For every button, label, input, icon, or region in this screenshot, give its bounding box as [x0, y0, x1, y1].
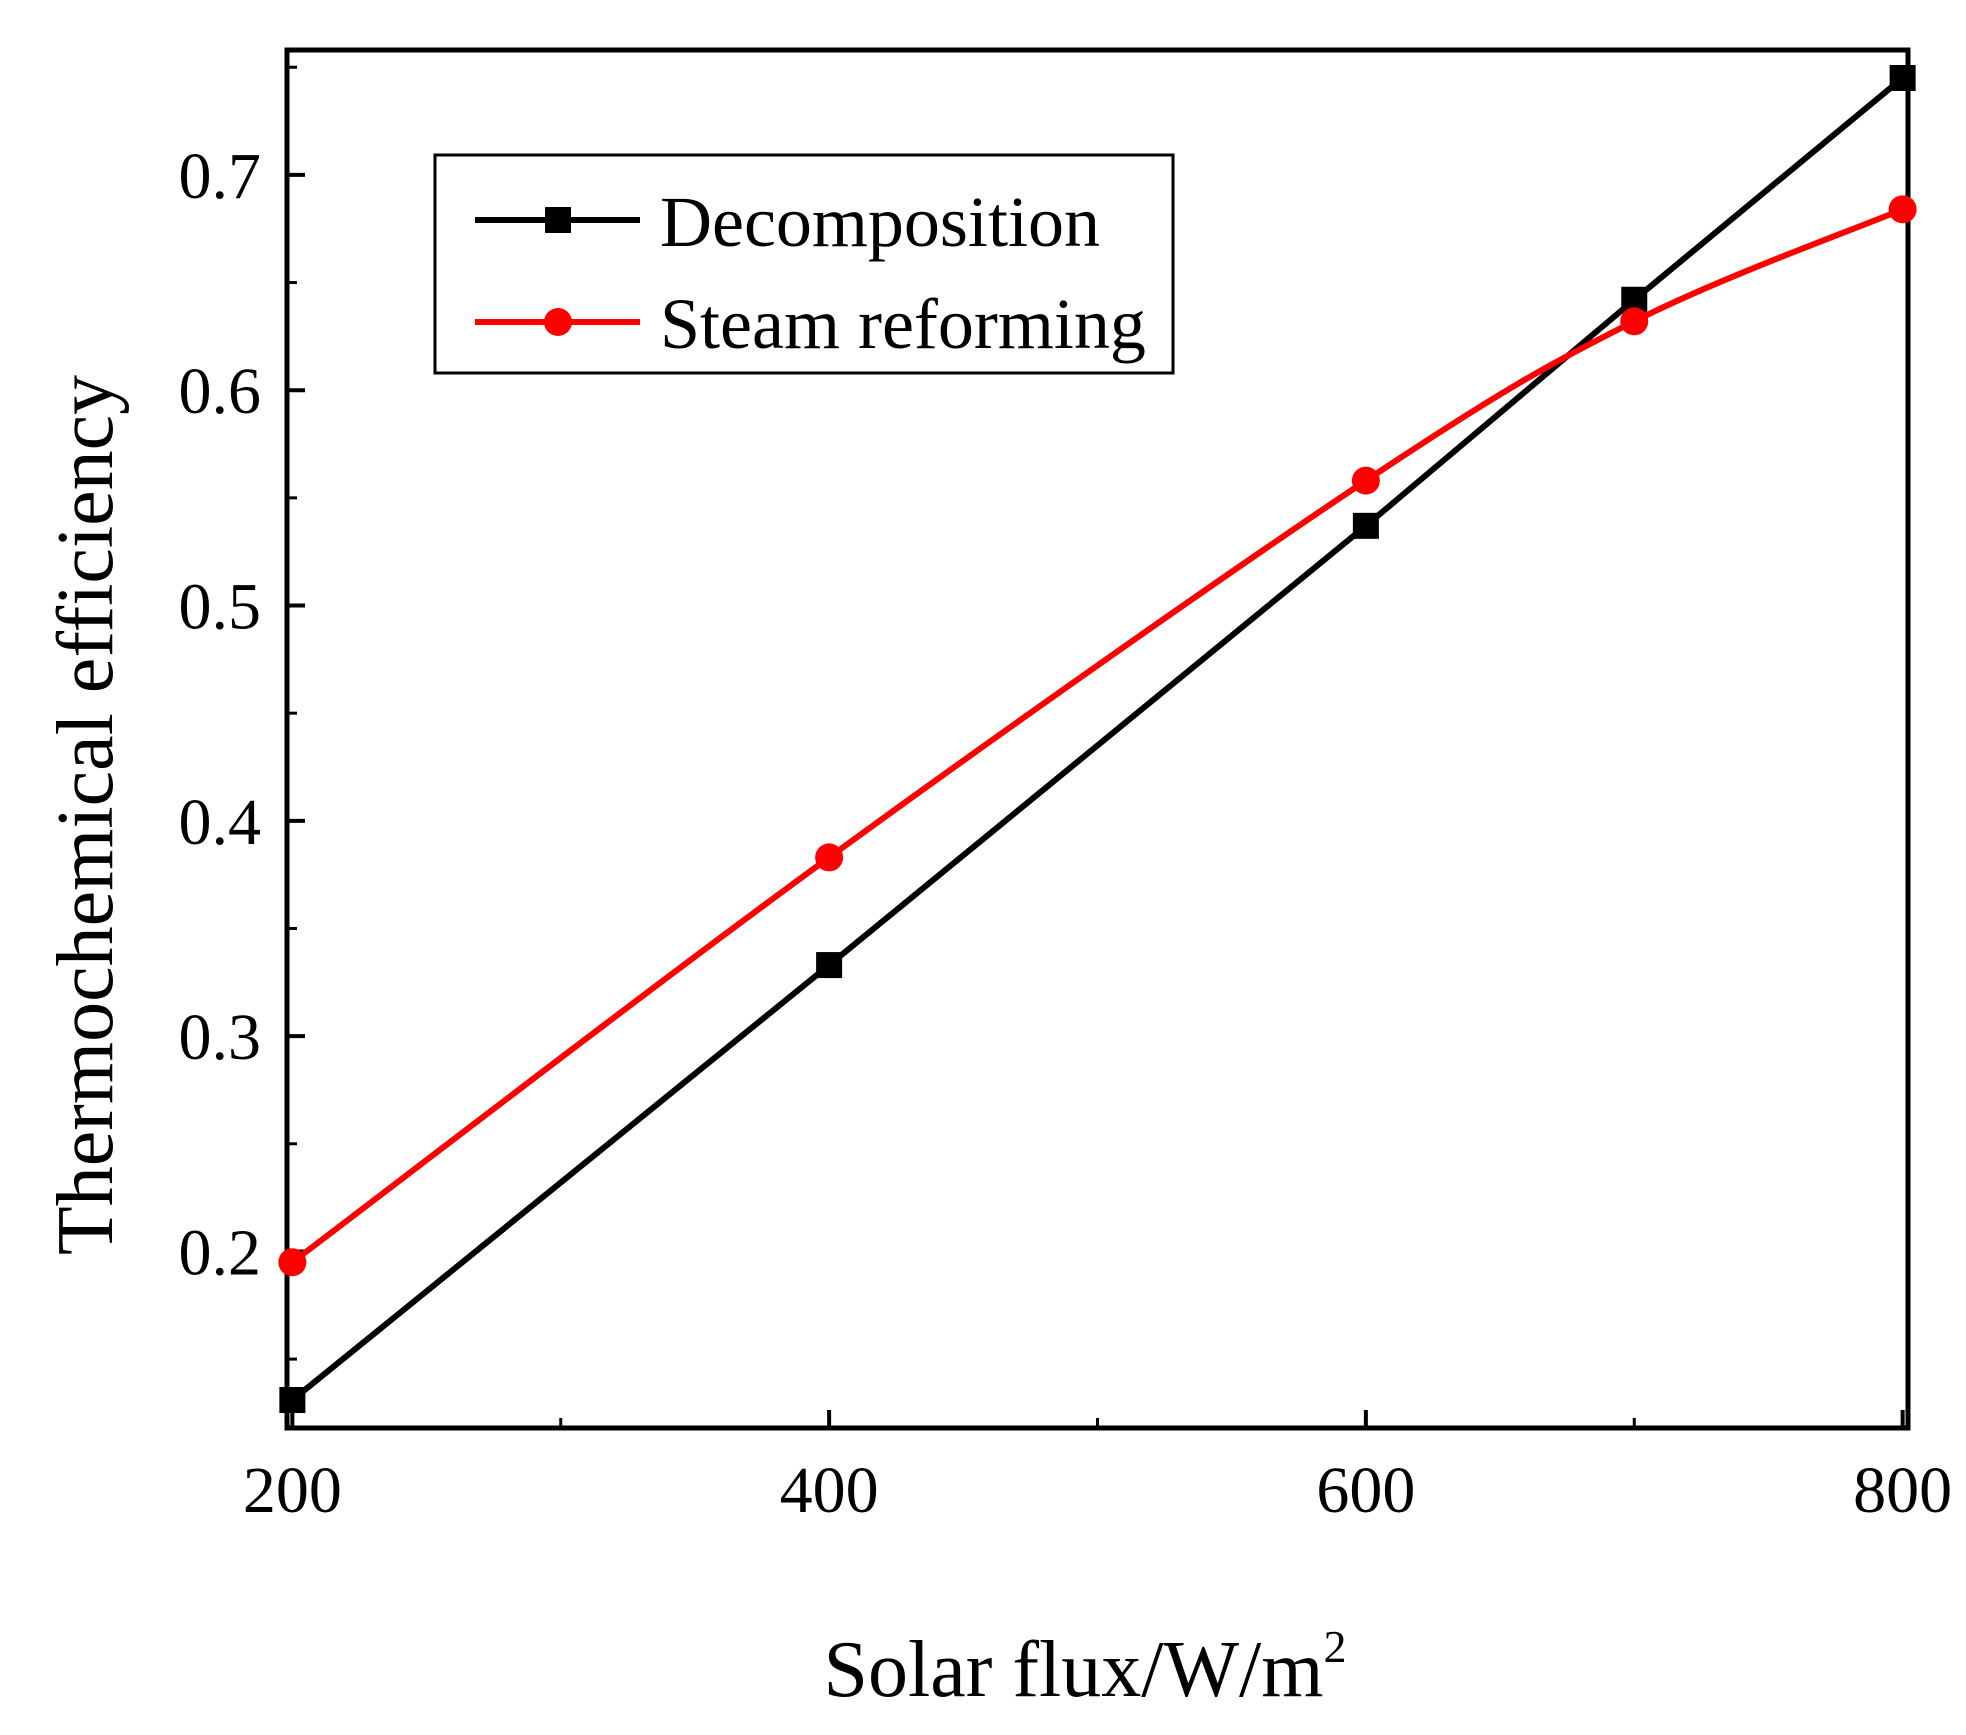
data-point-decomposition-600	[1352, 512, 1379, 539]
data-point-decomposition-800	[1889, 64, 1916, 91]
y-tick-label-0-3: 0.3	[179, 1001, 262, 1074]
legend: Decomposition Steam reforming	[433, 153, 1175, 375]
x-axis-title-superscript: 2	[1323, 1621, 1346, 1672]
legend-marker-decomposition	[545, 207, 571, 233]
series-layer	[278, 64, 1917, 1414]
series-line-steam-reforming	[290, 206, 1904, 1265]
x-axis-title: Solar flux/W/m2	[824, 1621, 1347, 1714]
y-axis-title: Thermochemical efficiency	[42, 375, 130, 1255]
data-point-steam-reforming-200	[278, 1248, 307, 1277]
x-axis-title-text: Solar flux/W/m	[824, 1626, 1324, 1714]
legend-label-steam-reforming: Steam reforming	[660, 284, 1146, 364]
y-tick-label-0-7: 0.7	[179, 140, 262, 213]
data-point-steam-reforming-400	[815, 843, 844, 872]
y-axis: 0.2 0.3 0.4 0.5 0.6 0.7	[179, 65, 305, 1361]
y-tick-label-0-2: 0.2	[179, 1216, 262, 1289]
y-tick-label-0-4: 0.4	[179, 786, 262, 859]
legend-marker-steam-reforming	[544, 308, 572, 336]
legend-label-decomposition: Decomposition	[660, 182, 1100, 262]
legend-box	[433, 153, 1175, 375]
x-tick-label-600: 600	[1316, 1454, 1415, 1527]
data-point-steam-reforming-700	[1620, 307, 1649, 336]
data-point-decomposition-200	[279, 1387, 306, 1414]
x-tick-label-400: 400	[780, 1454, 879, 1527]
x-tick-label-200: 200	[243, 1454, 342, 1527]
x-tick-label-800: 800	[1853, 1454, 1952, 1527]
data-point-steam-reforming-600	[1351, 466, 1380, 495]
y-tick-label-0-5: 0.5	[179, 571, 262, 644]
x-axis: 200 400 600 800	[243, 1410, 1952, 1527]
y-tick-label-0-6: 0.6	[179, 355, 262, 428]
data-point-decomposition-400	[816, 952, 843, 979]
data-point-steam-reforming-800	[1888, 195, 1917, 224]
